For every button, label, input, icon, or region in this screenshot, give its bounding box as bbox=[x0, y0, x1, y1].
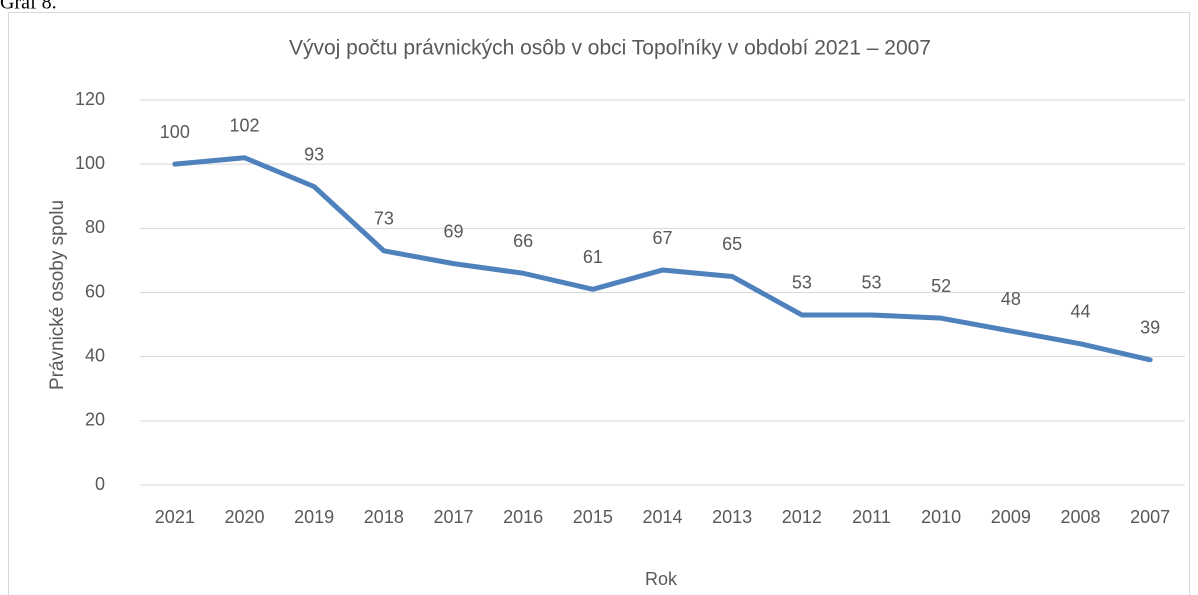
data-label: 93 bbox=[304, 144, 324, 164]
y-tick-label: 40 bbox=[85, 345, 105, 365]
data-label: 48 bbox=[1001, 289, 1021, 309]
x-tick-label: 2011 bbox=[852, 507, 891, 527]
data-label: 61 bbox=[583, 247, 603, 267]
x-tick-label: 2016 bbox=[503, 507, 543, 527]
x-tick-label: 2013 bbox=[712, 507, 752, 527]
x-tick-label: 2015 bbox=[573, 507, 613, 527]
data-label: 39 bbox=[1140, 318, 1160, 338]
x-tick-label: 2018 bbox=[364, 507, 404, 527]
x-tick-label: 2012 bbox=[782, 507, 822, 527]
x-axis-label: Rok bbox=[645, 569, 678, 589]
x-tick-label: 2010 bbox=[921, 507, 961, 527]
data-label: 66 bbox=[513, 231, 533, 251]
y-tick-label: 20 bbox=[85, 410, 105, 430]
data-label: 69 bbox=[443, 221, 463, 241]
data-label: 53 bbox=[792, 273, 812, 293]
chart-frame bbox=[8, 12, 1190, 595]
data-label: 100 bbox=[160, 122, 190, 142]
data-label: 73 bbox=[374, 209, 394, 229]
x-tick-label: 2008 bbox=[1060, 507, 1100, 527]
y-tick-label: 60 bbox=[85, 281, 105, 301]
x-tick-label: 2007 bbox=[1130, 507, 1170, 527]
x-tick-label: 2019 bbox=[294, 507, 334, 527]
data-line bbox=[172, 155, 1153, 363]
data-label: 44 bbox=[1070, 302, 1090, 322]
data-label: 65 bbox=[722, 234, 742, 254]
x-tick-label: 2009 bbox=[991, 507, 1031, 527]
x-tick-label: 2017 bbox=[433, 507, 473, 527]
x-tick-label: 2020 bbox=[224, 507, 264, 527]
y-tick-label: 80 bbox=[85, 217, 105, 237]
data-label: 53 bbox=[861, 273, 881, 293]
y-tick-label: 120 bbox=[75, 89, 105, 109]
data-label: 67 bbox=[652, 228, 672, 248]
caption: Graf 8. bbox=[0, 0, 57, 14]
y-tick-label: 0 bbox=[95, 474, 105, 494]
data-label: 52 bbox=[931, 276, 951, 296]
data-label: 102 bbox=[229, 116, 259, 136]
y-axis-label: Právnické osoby spolu bbox=[47, 200, 68, 390]
x-tick-label: 2014 bbox=[642, 507, 682, 527]
x-tick-label: 2021 bbox=[155, 507, 195, 527]
y-tick-label: 100 bbox=[75, 153, 105, 173]
chart-title: Vývoj počtu právnických osôb v obci Topo… bbox=[289, 37, 931, 60]
